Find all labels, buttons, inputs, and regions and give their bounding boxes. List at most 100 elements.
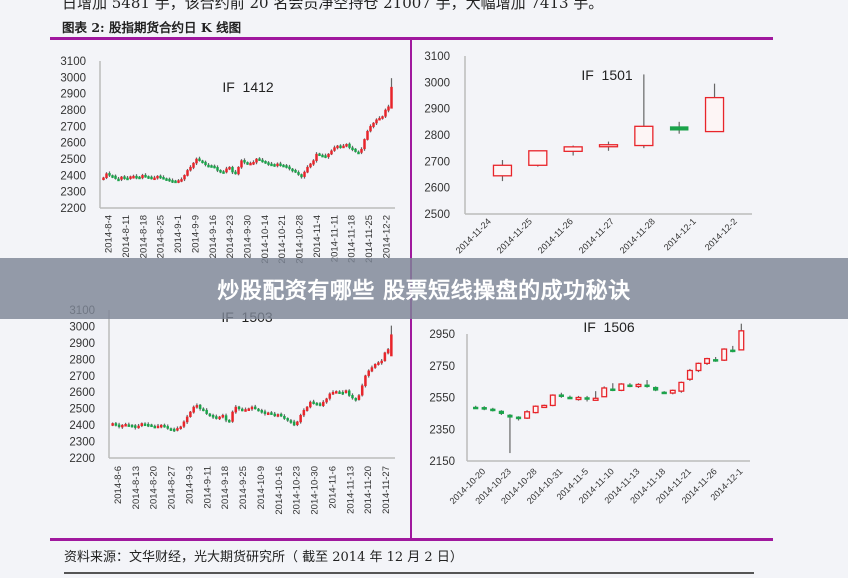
- candle-down: [166, 426, 169, 429]
- candle-up: [180, 179, 183, 182]
- candle-up: [678, 381, 685, 392]
- candle-up: [250, 406, 254, 410]
- candle-down: [267, 162, 270, 165]
- candle-up: [156, 425, 160, 429]
- candle-down: [481, 407, 487, 410]
- candle-up: [276, 163, 279, 167]
- candle-down: [210, 165, 213, 168]
- candle-down: [292, 421, 296, 426]
- candle-down: [273, 413, 276, 417]
- candle-up: [124, 424, 127, 427]
- candle-up: [185, 416, 189, 423]
- candle-down: [270, 163, 273, 167]
- y-tick-label: 3000: [60, 72, 86, 84]
- candle-down: [163, 424, 166, 428]
- candle-down: [341, 391, 345, 395]
- candle-down: [713, 359, 719, 362]
- x-tick-label: 2014-11-18: [347, 215, 358, 263]
- candle-up: [592, 397, 599, 401]
- chart-if1412: 2200 2300 2400 2500 2600 2700 2800 2900 3000 3100…: [60, 56, 395, 264]
- candle-up: [372, 122, 375, 127]
- candle-up: [177, 180, 180, 183]
- candle-down: [661, 391, 667, 395]
- y-tick-label: 2150: [429, 456, 455, 468]
- candle-up: [234, 406, 238, 413]
- candle-down: [111, 175, 114, 178]
- y-tick-label: 2550: [429, 393, 455, 405]
- candle-down: [224, 415, 228, 421]
- candle-up: [380, 360, 383, 364]
- x-tick-label: 2014-11-25: [364, 215, 375, 263]
- x-tick-label: 2014-11-26: [536, 216, 575, 255]
- candle-up: [373, 364, 377, 368]
- candle-down: [169, 428, 173, 431]
- y-tick-label: 2600: [69, 387, 95, 399]
- candle-up: [276, 414, 280, 417]
- candle-up: [345, 144, 348, 147]
- y-tick-label: 2350: [429, 424, 455, 436]
- candle-up: [575, 396, 582, 401]
- candle-up: [105, 173, 108, 179]
- candle-up: [240, 160, 243, 168]
- candle-down: [237, 406, 241, 410]
- candle-down: [285, 165, 288, 168]
- candle-down: [134, 425, 137, 428]
- y-tick-label: 2700: [60, 121, 86, 133]
- candle-down: [243, 160, 246, 163]
- candle-up: [183, 175, 186, 180]
- candle-up: [325, 398, 328, 403]
- candle-down: [357, 151, 360, 155]
- candle-up: [704, 357, 711, 365]
- candle-down: [201, 160, 204, 164]
- candle-down: [198, 158, 201, 161]
- x-tick-label: 2014-8-4: [104, 215, 115, 253]
- x-tick-label: 2014-11-27: [381, 466, 392, 514]
- candle-down: [473, 406, 479, 410]
- candle-down: [584, 397, 590, 400]
- x-tick-label: 2014-10-14: [260, 215, 271, 264]
- candle-up: [186, 170, 189, 176]
- candle-down: [204, 161, 207, 165]
- candle-down: [263, 411, 267, 414]
- candle-up: [140, 423, 144, 427]
- candle-down: [300, 174, 303, 178]
- candle-up: [179, 426, 182, 430]
- x-tick-label: 2014-11-28: [618, 216, 657, 255]
- candle-down: [347, 390, 351, 396]
- candle-down: [150, 424, 153, 428]
- candle-down: [273, 164, 276, 167]
- candle-up: [121, 424, 124, 428]
- x-tick-label: 2014-9-23: [225, 215, 236, 258]
- candle-up: [333, 147, 336, 151]
- candle-down: [231, 167, 234, 173]
- candle-up: [111, 423, 114, 426]
- y-tick-label: 3100: [60, 56, 86, 68]
- y-tick-label: 2300: [60, 187, 86, 199]
- top-divider: [50, 37, 773, 40]
- y-tick-label: 2600: [424, 183, 450, 195]
- y-tick-label: 2500: [69, 404, 95, 416]
- x-tick-label: 2014-12-2: [703, 216, 739, 252]
- candle-down: [165, 178, 168, 181]
- candle-down: [644, 384, 650, 388]
- x-tick-label: 2014-9-11: [202, 466, 213, 509]
- candle-up: [306, 166, 309, 173]
- bottom-divider: [50, 538, 773, 541]
- x-tick-label: 2014-8-6: [113, 466, 124, 504]
- candle-down: [147, 424, 150, 427]
- candle-up: [364, 375, 367, 387]
- candle-up: [153, 177, 156, 181]
- candle-up: [370, 367, 374, 372]
- y-tick-label: 2500: [60, 154, 86, 166]
- candle-up: [384, 109, 387, 117]
- chart-title: IF 1412: [222, 79, 274, 95]
- candle-up: [331, 391, 335, 395]
- candle-down: [117, 424, 121, 428]
- x-tick-label: 2014-12-2: [381, 215, 392, 258]
- candle-down: [321, 154, 324, 158]
- candle-up: [176, 428, 179, 431]
- candle-down: [211, 414, 215, 418]
- candle-up: [129, 176, 132, 179]
- x-tick-label: 2014-9-3: [184, 466, 195, 504]
